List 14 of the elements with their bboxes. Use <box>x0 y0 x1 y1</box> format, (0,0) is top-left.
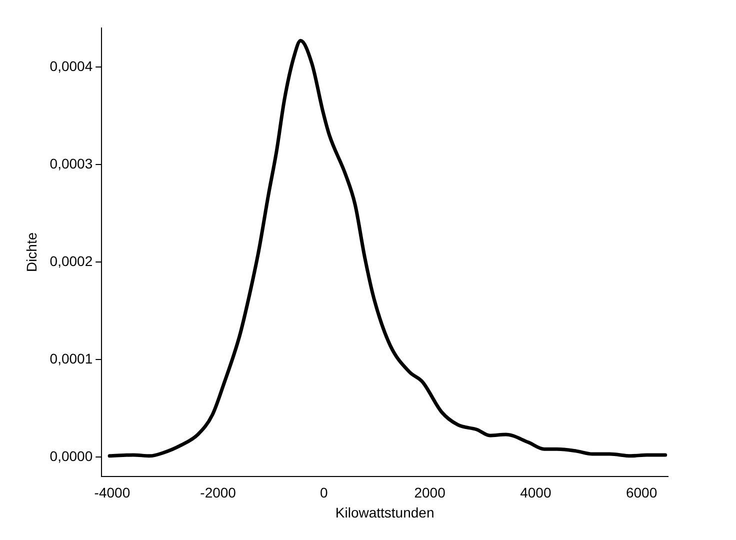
x-axis-title: Kilowattstunden <box>335 504 434 520</box>
y-tick-label: 0,0003 <box>50 155 93 172</box>
x-tick-label: 2000 <box>414 484 446 501</box>
y-tick-label: 0,0004 <box>50 58 93 74</box>
x-tick-label: 0 <box>320 484 328 501</box>
x-tick-label: -2000 <box>200 484 236 501</box>
y-tick-label: 0,0001 <box>50 350 93 366</box>
y-axis-title: Dichte <box>23 232 40 272</box>
line-series <box>108 38 668 458</box>
x-tick-label: 6000 <box>626 484 658 501</box>
y-tick-label: 0,0000 <box>50 448 93 464</box>
x-tick-label: -4000 <box>94 484 130 501</box>
y-tick-label: 0,0002 <box>50 252 93 269</box>
x-tick-label: 4000 <box>520 484 552 501</box>
